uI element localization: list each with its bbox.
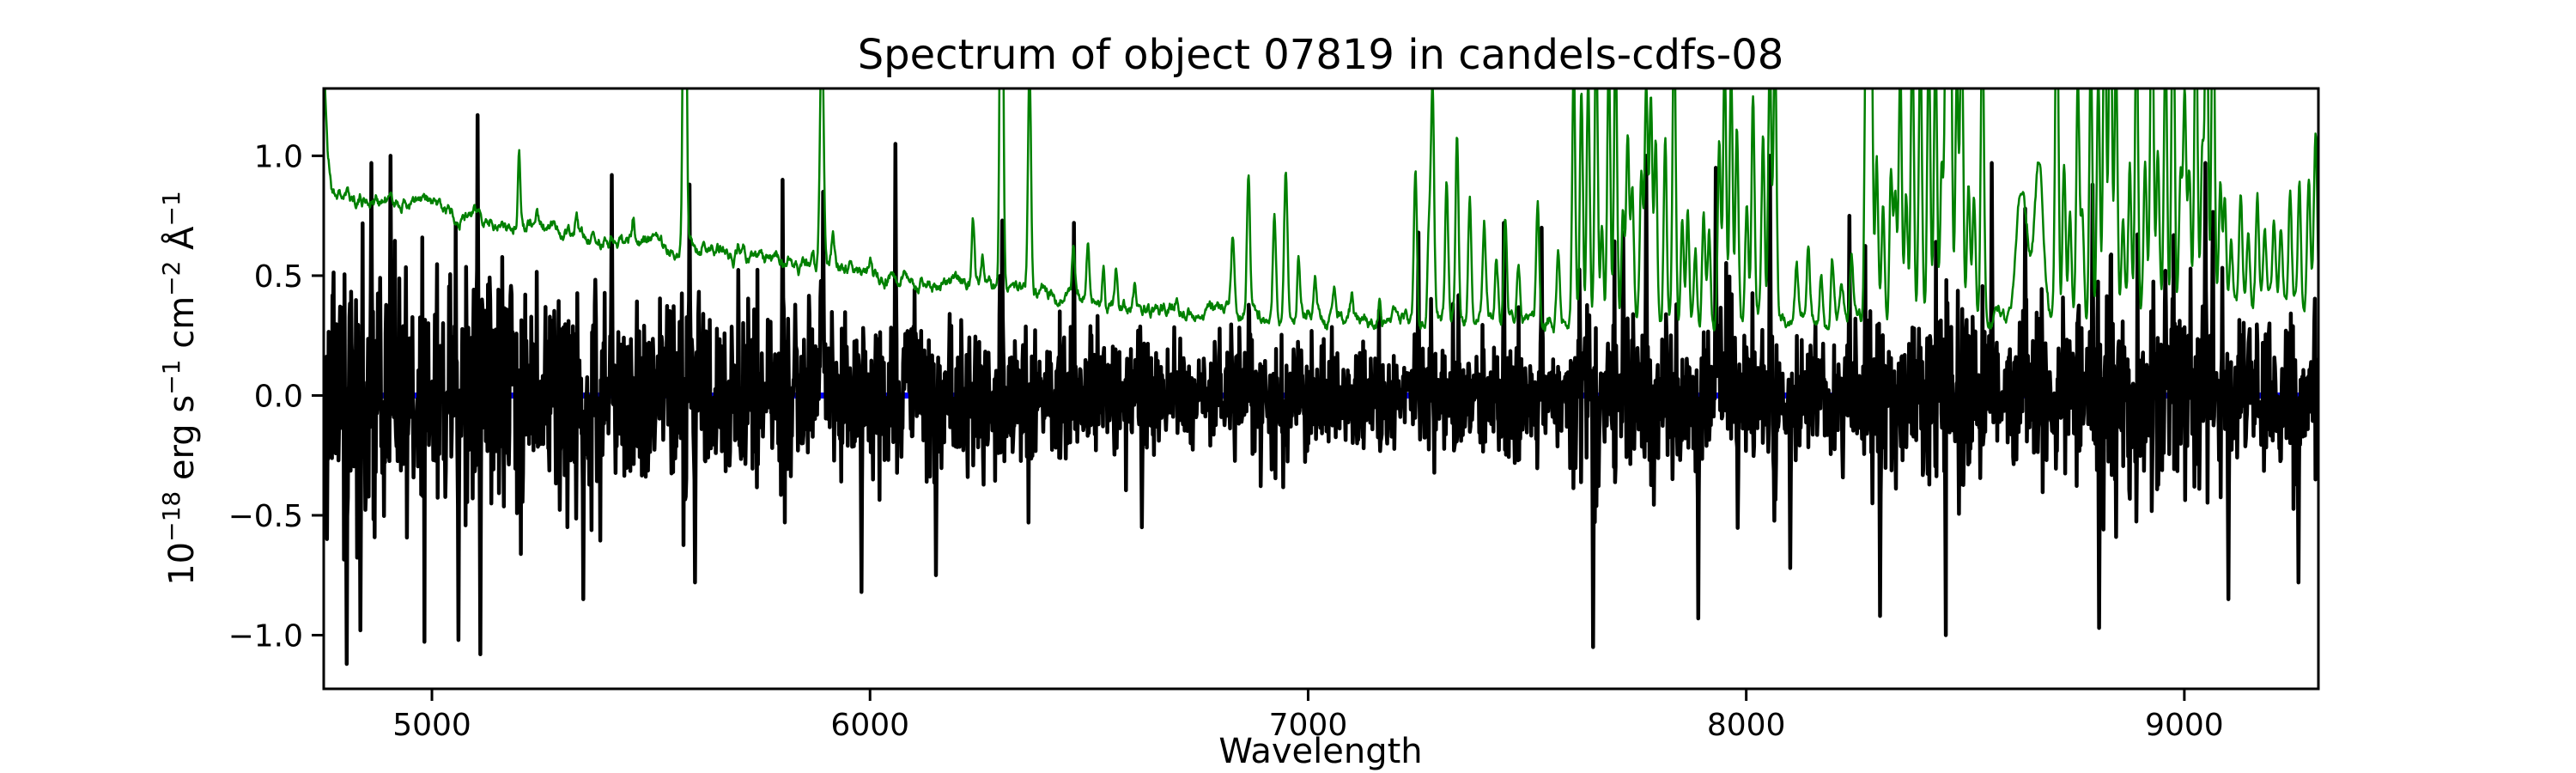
y-tick-label: −0.5 [228,499,303,534]
y-axis-label-superscript: −18 [157,491,185,542]
x-tick-label: 7000 [1269,708,1348,743]
x-axis-ticks: 5000 6000 7000 8000 9000 [392,689,2224,743]
x-tick-label: 6000 [830,708,909,743]
x-axis-label: Wavelength [1218,732,1422,771]
series-group [324,88,2318,666]
axes-frame [322,87,2320,691]
y-axis-label-part: 10 [162,542,202,586]
flux-series-line [324,113,2318,666]
x-tick-label: 9000 [2145,708,2224,743]
y-axis-label-superscript: −1 [157,191,185,226]
y-axis-label-superscript: −2 [157,261,185,296]
y-axis-label: 10−18 erg s−1 cm−2 Å−1 [157,191,202,586]
plot-title: Spectrum of object 07819 in candels-cdfs… [858,31,1784,79]
y-axis-label-part: Å [161,226,202,261]
y-tick-label: 0.0 [254,379,303,414]
x-tick-label: 5000 [392,708,471,743]
y-tick-label: 0.5 [254,259,303,295]
y-tick-label: −1.0 [228,618,303,654]
y-axis-label-part: cm [162,296,202,360]
y-axis-ticks: 1.0 0.5 0.0 −0.5 −1.0 [228,139,324,654]
x-tick-label: 8000 [1707,708,1786,743]
y-axis-label-part: erg s [162,395,202,491]
noise-series-line [324,88,2318,334]
y-axis-label-superscript: −1 [157,360,185,395]
y-tick-label: 1.0 [254,139,303,174]
